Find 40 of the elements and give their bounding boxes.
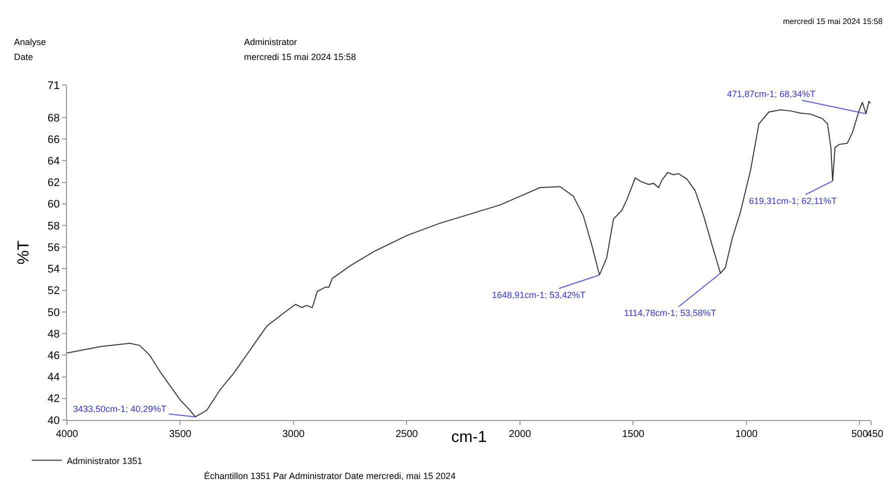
y-tick-label: 42 (48, 393, 60, 406)
y-tick-label: 46 (48, 350, 60, 362)
y-axis-title: %T (15, 240, 32, 264)
annotation: 3433,50cm-1; 40,29%T (73, 404, 168, 414)
y-tick-label: 66 (48, 134, 60, 146)
y-tick-label: 40 (48, 414, 60, 427)
y-tick-label: 52 (48, 285, 60, 298)
y-tick-label: 64 (48, 156, 60, 168)
y-tick-label: 62 (48, 177, 60, 190)
annotation: 1114,78cm-1; 53,58%T (624, 308, 717, 318)
y-tick-label: 68 (48, 112, 60, 124)
x-tick-label: 500 (851, 429, 868, 440)
y-tick-label: 60 (48, 198, 60, 211)
y-tick-label: 54 (48, 264, 60, 276)
annotation: 619,31cm-1; 62,11%T (749, 196, 838, 206)
x-tick-label: 450 (866, 429, 884, 440)
x-tick-label: 1000 (735, 429, 758, 440)
x-tick-label: 3500 (169, 429, 192, 440)
x-tick-label: 2500 (396, 429, 418, 440)
text: mercredi 15 mai 2024 15:58 (783, 17, 884, 26)
text: Échantillon 1351 Par Administrator Date mercredi, mai 15 2024 (204, 471, 456, 481)
annotation: 471,87cm-1; 68,34%T (727, 89, 816, 99)
x-tick-label: 2000 (508, 429, 532, 440)
x-tick-label: 4000 (56, 429, 79, 440)
text: mercredi 15 mai 2024 15:58 (244, 52, 356, 62)
legend-label: Administrator 1351 (66, 456, 142, 466)
y-tick-label: 48 (48, 328, 60, 340)
x-tick-label: 1500 (622, 429, 645, 440)
y-tick-label: 44 (48, 372, 60, 384)
text: Date (14, 52, 34, 62)
x-tick-label: 3000 (282, 429, 306, 440)
x-axis-title: cm-1 (451, 428, 487, 446)
y-tick-label: 56 (48, 242, 60, 254)
text: Analyse (14, 37, 46, 47)
y-tick-label: 71 (48, 80, 60, 92)
line-series (67, 100, 871, 418)
text: Administrator (244, 37, 298, 47)
y-tick-label: 50 (48, 306, 60, 319)
y-tick-label: 58 (48, 220, 60, 232)
annotation: 1648,91cm-1; 53,42%T (492, 290, 586, 300)
